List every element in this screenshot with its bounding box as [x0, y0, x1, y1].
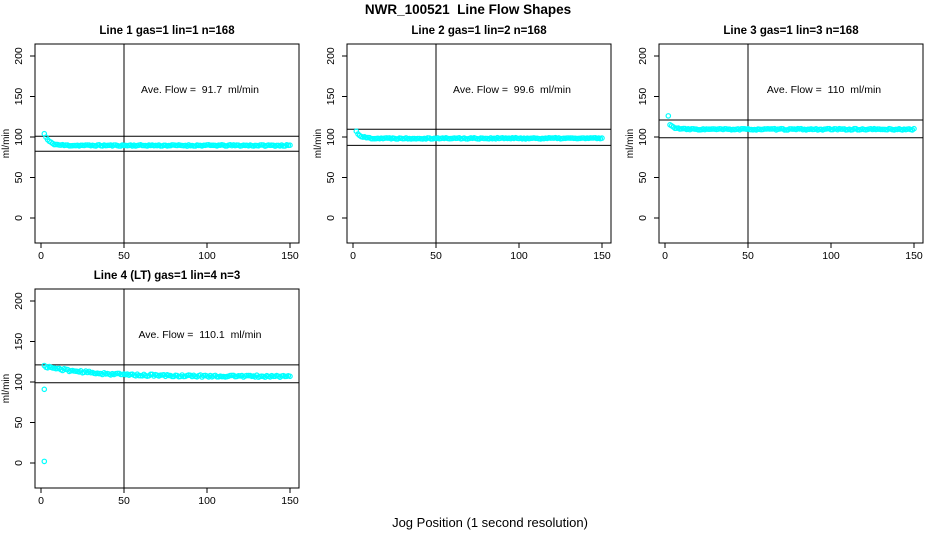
ave-flow-annotation-line-3: Ave. Flow = 110 ml/min	[766, 84, 882, 96]
y-axis-label: ml/min	[1, 374, 12, 403]
y-tick-label: 150	[325, 88, 337, 106]
flow-data-point	[599, 135, 605, 141]
plot-box	[346, 43, 612, 244]
y-tick-label: 50	[13, 172, 25, 184]
plot-canvas-line-4: 0 50 100 150 0 50 100 150 200 ml/min	[1, 288, 300, 507]
x-axis-label: Jog Position (1 second resolution)	[392, 515, 588, 530]
x-tick-label: 100	[822, 250, 840, 262]
panel-title-line-2: Line 2 gas=1 lin=2 n=168	[411, 25, 547, 37]
panel-line-4: 0 50 100 150 0 50 100 150 200 ml/min Line 4 (LT) …	[0, 270, 312, 525]
y-axis-label: ml/min	[313, 129, 324, 158]
x-tick-label: 150	[281, 495, 299, 507]
plot-canvas-line-1: 0 50 100 150 0 50 100 150 200 ml/min	[1, 43, 300, 262]
y-tick-label: 50	[13, 417, 25, 429]
ave-flow-annotation-line-4: Ave. Flow = 110.1 ml/min	[138, 329, 262, 341]
panel-line-1: 0 50 100 150 0 50 100 150 200 ml/min Line 1 gas=1…	[0, 25, 312, 280]
x-tick-label: 100	[198, 495, 216, 507]
y-axis-label: ml/min	[1, 129, 12, 158]
plot-box	[658, 43, 924, 244]
x-tick-label: 100	[198, 250, 216, 262]
y-tick-label: 0	[637, 215, 649, 221]
panel-title-line-3: Line 3 gas=1 lin=3 n=168	[723, 25, 859, 37]
y-tick-label: 200	[637, 47, 649, 65]
x-tick-label: 100	[510, 250, 528, 262]
flow-data-point	[41, 386, 48, 393]
x-tick-label: 150	[593, 250, 611, 262]
plot-box	[34, 288, 300, 489]
flow-data-point	[665, 113, 672, 119]
y-tick-label: 150	[13, 333, 25, 351]
x-tick-label: 50	[742, 250, 754, 262]
flow-data-point	[911, 125, 917, 132]
x-tick-label: 0	[350, 250, 356, 262]
flow-data-point	[287, 142, 293, 149]
x-tick-label: 50	[430, 250, 442, 262]
flow-data-point	[41, 458, 48, 465]
y-tick-label: 200	[325, 47, 337, 65]
y-tick-label: 100	[325, 128, 337, 146]
x-tick-label: 150	[905, 250, 923, 262]
x-tick-label: 50	[118, 495, 130, 507]
plot-canvas-line-3: 0 50 100 150 0 50 100 150 200 ml/min	[625, 43, 924, 262]
y-axis-label: ml/min	[625, 129, 636, 158]
y-tick-label: 0	[13, 460, 25, 466]
plot-canvas-line-2: 0 50 100 150 0 50 100 150 200 ml/min	[313, 43, 612, 262]
y-tick-label: 100	[13, 373, 25, 391]
x-tick-label: 0	[38, 495, 44, 507]
x-tick-label: 0	[38, 250, 44, 262]
ave-flow-annotation-line-2: Ave. Flow = 99.6 ml/min	[453, 84, 571, 96]
x-tick-label: 50	[118, 250, 130, 262]
y-tick-label: 50	[637, 172, 649, 184]
ave-flow-annotation-line-1: Ave. Flow = 91.7 ml/min	[141, 84, 259, 96]
y-tick-label: 50	[325, 172, 337, 184]
y-tick-label: 0	[13, 215, 25, 221]
panel-line-2: 0 50 100 150 0 50 100 150 200 ml/min Line 2 gas=1…	[312, 25, 624, 280]
plot-box	[34, 43, 300, 244]
y-tick-label: 150	[637, 88, 649, 106]
x-tick-label: 150	[281, 250, 299, 262]
x-tick-label: 0	[662, 250, 668, 262]
panel-line-3: 0 50 100 150 0 50 100 150 200 ml/min Line 3 gas=1…	[624, 25, 936, 280]
y-tick-label: 0	[325, 215, 337, 221]
y-tick-label: 200	[13, 292, 25, 310]
figure-title: NWR_100521 Line Flow Shapes	[364, 2, 572, 17]
flow-data-point	[287, 373, 293, 380]
panel-title-line-4: Line 4 (LT) gas=1 lin=4 n=3	[93, 270, 241, 282]
y-tick-label: 100	[13, 128, 25, 146]
y-tick-label: 200	[13, 47, 25, 65]
panel-title-line-1: Line 1 gas=1 lin=1 n=168	[99, 25, 235, 37]
y-tick-label: 100	[637, 128, 649, 146]
y-tick-label: 150	[13, 88, 25, 106]
